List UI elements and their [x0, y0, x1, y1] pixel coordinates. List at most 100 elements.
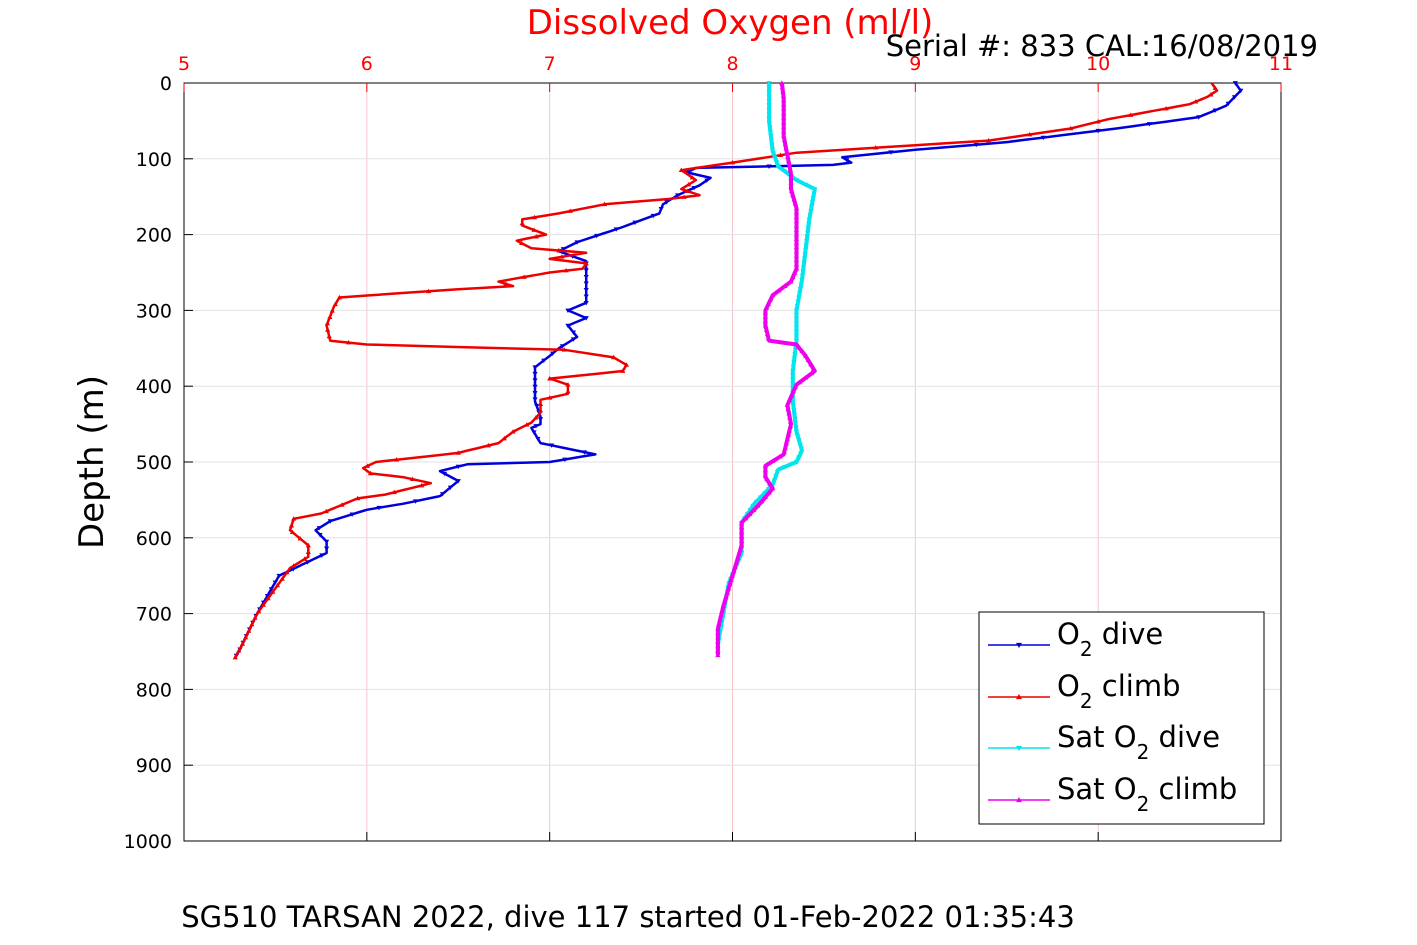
series-point: [805, 230, 811, 236]
y-tick-label: 700: [136, 604, 172, 626]
legend-swatch-marker: [1016, 642, 1022, 648]
series-point: [803, 182, 809, 188]
series-point: [788, 175, 794, 181]
series-point: [788, 184, 794, 189]
x-tick-label: 9: [909, 53, 921, 75]
series-point: [771, 478, 777, 484]
legend-swatch-marker: [1016, 745, 1022, 751]
series-point: [324, 539, 330, 545]
series-point: [583, 294, 589, 299]
legend-entry: Sat O2 climb: [988, 772, 1237, 816]
series-point: [256, 608, 262, 614]
series-point: [519, 220, 525, 226]
series-point: [770, 458, 776, 464]
series-point: [808, 208, 814, 214]
series-point: [720, 603, 726, 608]
series-point: [1095, 128, 1101, 134]
series-point: [793, 227, 800, 232]
series-point: [717, 617, 723, 622]
series-point: [793, 218, 800, 224]
series-point: [326, 333, 332, 339]
series-point: [503, 281, 509, 286]
series-point: [786, 427, 793, 433]
series-point: [766, 90, 772, 95]
series-point: [728, 577, 734, 582]
series-point: [270, 589, 276, 594]
series-point: [412, 499, 419, 504]
series-point: [574, 240, 580, 245]
series-point: [548, 443, 555, 448]
series-point: [583, 316, 589, 321]
series-point: [783, 440, 789, 446]
series-point: [793, 214, 800, 219]
series-point: [715, 652, 721, 658]
series-point: [719, 607, 725, 613]
x-tick-label: 7: [544, 53, 556, 75]
series-point: [583, 281, 589, 286]
series-point: [809, 200, 816, 205]
series-point: [1068, 125, 1074, 131]
y-tick-label: 800: [136, 679, 172, 701]
series-point: [611, 354, 617, 360]
series-point: [770, 292, 776, 298]
series-point: [795, 344, 801, 349]
series-point: [304, 560, 311, 565]
series-point: [769, 147, 776, 152]
legend-entry: O2 climb: [988, 669, 1181, 713]
x-tick-label: 11: [1269, 53, 1293, 75]
series-point: [715, 643, 721, 649]
series-point: [774, 469, 781, 475]
series-point: [272, 580, 278, 585]
series-point: [623, 362, 630, 367]
series-point: [811, 191, 817, 197]
series-line: [234, 82, 1219, 659]
series-point: [1212, 85, 1218, 90]
series-point: [537, 407, 544, 413]
series-point: [790, 382, 796, 387]
series-point: [1146, 122, 1152, 127]
series-point: [570, 337, 577, 342]
series-point: [803, 375, 809, 380]
series-point: [781, 102, 787, 107]
series-point: [782, 141, 788, 147]
series-point: [781, 119, 787, 125]
series-point: [780, 93, 787, 98]
series-point: [547, 395, 553, 400]
y-axis-ticks: 0 100 200 300 400 500 600 700 800 900 1000: [124, 73, 193, 853]
series-point: [793, 257, 800, 262]
x-tick-label: 10: [1086, 53, 1110, 75]
series-point: [762, 314, 769, 319]
y-tick-label: 900: [136, 755, 172, 777]
series-point: [793, 253, 800, 258]
series-point: [547, 376, 553, 381]
series-point: [812, 187, 818, 192]
series-point: [715, 630, 721, 636]
series-point: [793, 338, 800, 344]
series-point: [583, 260, 589, 266]
chart-title: Dissolved Oxygen (ml/l): [527, 3, 934, 43]
series-point: [770, 151, 777, 156]
series-point: [678, 167, 684, 172]
series-point: [723, 594, 729, 600]
series-point: [808, 361, 814, 367]
series-point: [1231, 95, 1238, 100]
series-point: [781, 106, 787, 111]
series-point: [781, 169, 787, 174]
series-point: [532, 391, 538, 396]
series-point: [737, 547, 743, 552]
series-point: [265, 595, 271, 601]
series-point: [767, 125, 773, 130]
series-point: [806, 217, 812, 223]
series-point: [684, 188, 691, 193]
series-point: [786, 410, 792, 416]
series-point: [790, 377, 796, 383]
series-point: [790, 388, 797, 394]
series-point: [781, 110, 787, 116]
series-point: [768, 296, 774, 302]
series-point: [447, 485, 454, 491]
series-point: [793, 223, 800, 228]
series-point: [485, 442, 492, 448]
series-point: [792, 270, 798, 275]
series-point: [268, 587, 274, 592]
legend-label: Sat O2 climb: [1057, 772, 1237, 816]
